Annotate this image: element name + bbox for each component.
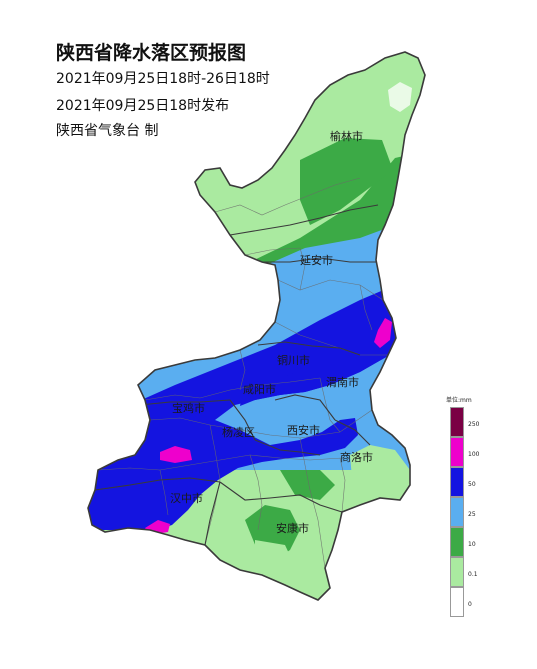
zone-light-rain-shangluo (350, 445, 410, 492)
legend-tick-label: 50 (468, 481, 476, 488)
legend-tick-label: 25 (468, 511, 476, 518)
city-label-tongchuan: 铜川市 (277, 353, 310, 367)
issue-time: 2021年09月25日18时发布 (56, 98, 230, 114)
legend-tick-label: 250 (468, 421, 480, 428)
legend-swatch-5 (450, 557, 464, 587)
legend-tick-label: 0.1 (468, 571, 478, 578)
city-label-weinan: 渭南市 (326, 375, 359, 389)
zone-heavy-rainstorm-weinan (374, 318, 392, 348)
map-title: 陕西省降水落区预报图 (56, 42, 247, 64)
city-label-ankang: 安康市 (276, 521, 309, 535)
city-label-baoji: 宝鸡市 (172, 401, 205, 415)
legend-swatch-3 (450, 497, 464, 527)
legend-tick-label: 100 (468, 451, 480, 458)
legend-swatch-1 (450, 437, 464, 467)
city-label-hanzhong: 汉中市 (170, 491, 203, 505)
city-label-yangling: 杨凌区 (222, 425, 255, 439)
city-boundaries (94, 204, 379, 546)
legend-swatch-0 (450, 407, 464, 437)
legend-tick-label: 10 (468, 541, 476, 548)
city-label-xian: 西安市 (287, 423, 320, 437)
issuer: 陕西省气象台 制 (56, 123, 159, 139)
zone-no-rain (388, 82, 412, 112)
legend-swatch-2 (450, 467, 464, 497)
city-label-yanan: 延安市 (300, 253, 333, 267)
legend-unit: 单位:mm (446, 397, 472, 404)
zone-rainstorm-east (240, 325, 420, 406)
legend-swatch-4 (450, 527, 464, 557)
forecast-period: 2021年09月25日18时-26日18时 (56, 71, 270, 87)
legend-tick-label: 0 (468, 601, 472, 608)
city-label-shangluo: 商洛市 (340, 450, 373, 464)
city-label-xianyang: 咸阳市 (243, 382, 276, 396)
zone-heavy-rainstorm-baoji (160, 446, 192, 463)
legend-swatch-6 (450, 587, 464, 617)
precipitation-legend: 单位:mm 250 100 50 25 10 0.1 0 (440, 395, 500, 625)
zone-light-rain-ankang (255, 540, 292, 566)
zone-moderate-rain-ankang-north (280, 470, 335, 500)
county-boundaries (97, 177, 388, 569)
city-label-yulin: 榆林市 (330, 129, 363, 143)
